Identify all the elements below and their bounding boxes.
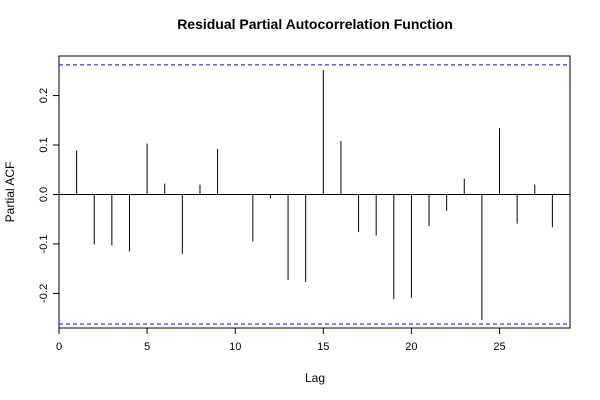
- plot-frame: [58, 55, 571, 329]
- x-tick-label-5: 5: [144, 341, 150, 353]
- y-tick-label-0: -0.2: [38, 284, 50, 303]
- x-tick-label-20: 20: [405, 341, 417, 353]
- x-tick-label-10: 10: [229, 341, 241, 353]
- y-tick-label-3: 0.1: [38, 137, 50, 152]
- y-axis-label: Partial ACF: [3, 162, 17, 223]
- x-tick-label-25: 25: [493, 341, 505, 353]
- x-tick-label-0: 0: [56, 341, 62, 353]
- plot-area: 0 5 10 15 20 25 -0.2 -0.1 0.0 0.1 0.2: [38, 55, 571, 353]
- chart-title: Residual Partial Autocorrelation Functio…: [177, 16, 453, 32]
- x-axis-label: Lag: [305, 371, 325, 385]
- x-tick-label-15: 15: [317, 341, 329, 353]
- y-tick-label-1: -0.1: [38, 234, 50, 253]
- y-tick-label-2: 0.0: [38, 187, 50, 202]
- y-tick-label-4: 0.2: [38, 88, 50, 103]
